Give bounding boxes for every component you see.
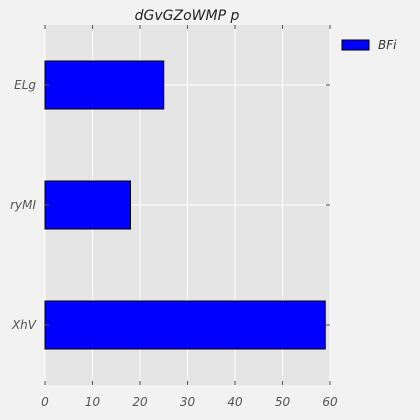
x-tick-label: 60 <box>322 395 338 409</box>
x-tick-label: 40 <box>227 395 243 409</box>
x-tick-label: 0 <box>41 395 49 409</box>
x-tick-label: 30 <box>180 395 196 409</box>
x-axis-ticks: 0 10 20 30 40 50 60 <box>41 25 338 409</box>
x-tick-label: 50 <box>275 395 291 409</box>
x-tick-label: 10 <box>85 395 101 409</box>
bar-ryMI <box>44 180 131 230</box>
y-axis-ticks: XhV ryMI ELg <box>10 78 330 332</box>
bars <box>44 60 326 350</box>
legend: BFi <box>341 38 397 52</box>
legend-label: BFi <box>378 38 397 52</box>
chart-title: dGvGZoWMP p <box>135 8 240 24</box>
bar-XhV <box>44 300 326 350</box>
x-tick-label: 20 <box>132 395 148 409</box>
y-tick-label: XhV <box>11 318 37 332</box>
y-tick-label: ryMI <box>10 198 36 212</box>
legend-swatch <box>341 39 370 51</box>
y-tick-label: ELg <box>14 78 36 92</box>
bar-ELg <box>44 60 165 110</box>
